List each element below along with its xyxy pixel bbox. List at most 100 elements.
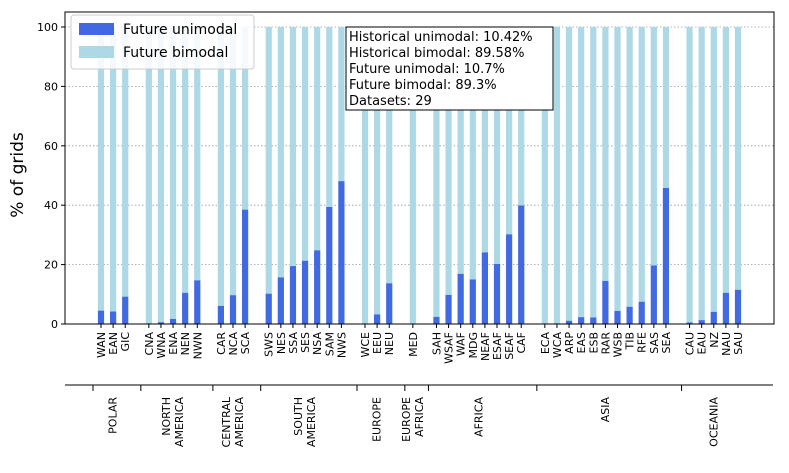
bar-bimodal-nsa xyxy=(314,27,321,251)
x-tick-label: SWS xyxy=(263,332,276,357)
group-label-north-america: NORTH xyxy=(160,397,173,436)
legend-label-unimodal: Future unimodal xyxy=(123,22,237,38)
y-axis-label: % of grids xyxy=(8,132,28,218)
bar-bimodal-gic xyxy=(122,27,129,297)
x-tick-label: SAU xyxy=(732,332,745,355)
bar-bimodal-ena xyxy=(169,27,177,319)
bar-unimodal-nen xyxy=(182,292,189,324)
bar-unimodal-sah xyxy=(433,316,440,324)
info-line-hist-unimodal: Historical unimodal: 10.42% xyxy=(349,30,533,45)
bar-unimodal-wsaf xyxy=(445,294,452,324)
bar-unimodal-mdg xyxy=(469,279,476,324)
bar-bimodal-esb xyxy=(590,27,597,318)
info-line-future-bimodal: Future bimodal: 89.3% xyxy=(349,78,497,93)
y-tick-label: 80 xyxy=(44,80,58,93)
bar-bimodal-wan xyxy=(97,27,105,311)
legend-box xyxy=(70,14,255,70)
bar-bimodal-nws xyxy=(338,27,345,182)
bar-bimodal-seaf xyxy=(506,27,513,235)
x-tick-label: MED xyxy=(407,332,420,357)
bar-bimodal-rfe xyxy=(638,27,645,302)
bar-unimodal-ean xyxy=(110,311,117,324)
x-tick-label: ESB xyxy=(587,332,600,353)
bar-unimodal-sau xyxy=(734,289,742,324)
x-tick-label: SEAF xyxy=(503,332,516,360)
bar-unimodal-nwn xyxy=(194,280,201,324)
bar-bimodal-nca xyxy=(229,27,237,296)
bar-bimodal-nwn xyxy=(194,27,201,281)
bar-unimodal-wna xyxy=(157,322,165,324)
bar-bimodal-cna xyxy=(145,27,152,324)
plot-frame xyxy=(64,11,775,325)
x-tick-label: NZ xyxy=(708,332,721,348)
bar-bimodal-mdg xyxy=(469,27,476,280)
bar-unimodal-esb xyxy=(590,317,597,324)
bar-bimodal-ses xyxy=(301,27,309,261)
bar-unimodal-waf xyxy=(457,273,464,324)
bar-unimodal-car xyxy=(217,305,224,324)
bar-bimodal-sah xyxy=(433,27,440,317)
legend-swatch-bimodal xyxy=(79,46,114,58)
group-label-south-america: SOUTH xyxy=(292,397,305,436)
bar-bimodal-wna xyxy=(157,27,165,323)
x-tick-label: SEA xyxy=(660,332,673,354)
bar-unimodal-eas xyxy=(578,317,585,324)
x-tick-label: NWN xyxy=(191,332,204,359)
bar-bimodal-eca xyxy=(541,27,548,324)
x-tick-label: MDG xyxy=(467,332,480,359)
bar-bimodal-nes xyxy=(277,27,284,278)
x-tick-label: ARP xyxy=(563,332,576,354)
x-tick-label: SES xyxy=(299,332,312,353)
bar-unimodal-wan xyxy=(97,310,105,324)
bar-bimodal-wsaf xyxy=(445,27,452,295)
bar-bimodal-waf xyxy=(457,27,464,274)
x-tick-label: CAR xyxy=(215,332,228,355)
bar-unimodal-cau xyxy=(686,322,693,324)
bar-unimodal-tib xyxy=(626,306,633,324)
group-label-north-america: AMERICA xyxy=(173,397,186,448)
bar-unimodal-ses xyxy=(301,260,309,324)
group-label-europe-africa: EUROPE xyxy=(400,397,413,442)
bar-bimodal-ean xyxy=(110,27,117,312)
bar-unimodal-neaf xyxy=(481,252,488,324)
bar-bimodal-sam xyxy=(326,27,333,207)
x-tick-label: RAR xyxy=(599,332,612,355)
bar-unimodal-sam xyxy=(326,206,333,324)
x-tick-label: WNA xyxy=(155,332,168,359)
bar-unimodal-ena xyxy=(169,318,177,324)
bar-unimodal-neu xyxy=(386,283,393,324)
x-tick-label: SSA xyxy=(287,332,300,354)
x-tick-label: NEAF xyxy=(479,332,492,361)
bar-unimodal-wsb xyxy=(614,310,621,324)
x-tick-label: CNA xyxy=(143,332,156,356)
x-tick-label: EEU xyxy=(371,332,384,354)
bar-unimodal-nes xyxy=(277,277,284,324)
x-tick-label: CAF xyxy=(515,332,528,354)
x-tick-label: GIC xyxy=(119,332,132,352)
x-tick-label: ECA xyxy=(539,332,552,355)
x-tick-label: EAU xyxy=(696,332,709,355)
bar-unimodal-eeu xyxy=(374,314,381,324)
group-label-europe: EUROPE xyxy=(371,397,384,442)
y-tick-label: 20 xyxy=(44,259,58,272)
bar-bimodal-sea xyxy=(662,27,670,188)
bar-bimodal-wca xyxy=(553,27,561,324)
bar-unimodal-nsa xyxy=(314,250,321,324)
info-line-datasets: Datasets: 29 xyxy=(349,94,432,109)
y-tick-label: 60 xyxy=(44,140,58,153)
bar-bimodal-ssa xyxy=(289,27,297,267)
bar-unimodal-sas xyxy=(650,265,657,324)
x-tick-label: NEU xyxy=(383,332,396,355)
bar-bimodal-rar xyxy=(602,27,609,281)
bar-bimodal-tib xyxy=(626,27,633,307)
x-tick-label: SAM xyxy=(323,332,336,356)
bar-unimodal-rar xyxy=(602,280,609,324)
info-box-frame xyxy=(345,26,554,111)
x-tick-label: WSAF xyxy=(443,332,456,364)
x-tick-label: WSB xyxy=(612,332,625,357)
group-label-south-america: AMERICA xyxy=(305,397,318,448)
bar-unimodal-sea xyxy=(662,187,670,324)
x-tick-label: ESAF xyxy=(491,332,504,360)
bar-bimodal-sau xyxy=(734,27,742,290)
